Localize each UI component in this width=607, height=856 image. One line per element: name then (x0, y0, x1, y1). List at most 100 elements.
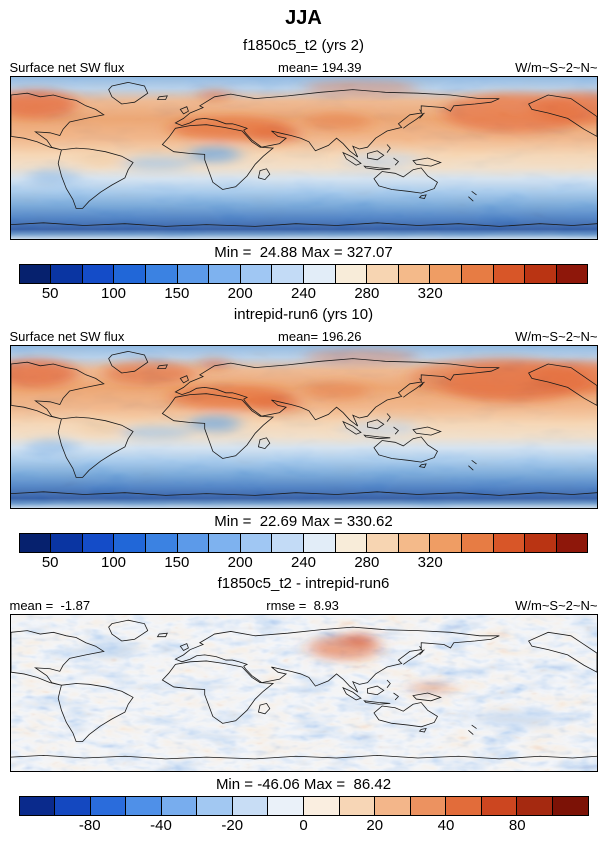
colorbar-tick-label: 50 (41, 554, 59, 571)
colorbar-tick-label: 150 (164, 554, 190, 571)
panel2-minmax: Min = 22.69 Max = 330.62 (214, 513, 393, 530)
panel2-colorbar (18, 533, 589, 553)
panel1-mean-label: mean= 194.39 (278, 60, 362, 75)
colorbar-segment (492, 533, 526, 553)
colorbar-segment (461, 264, 494, 284)
colorbar-segment (113, 264, 146, 284)
colorbar-segment (89, 796, 127, 816)
colorbar-segment (366, 533, 399, 553)
map-field-case2 (9, 345, 598, 509)
colorbar-tick-label: -80 (78, 817, 101, 834)
colorbar-segment (480, 796, 518, 816)
colorbar-segment (334, 264, 368, 284)
colorbar-segment (176, 533, 210, 553)
colorbar-segment (160, 796, 198, 816)
colorbar-segment (144, 264, 178, 284)
colorbar-tick-label: 40 (437, 817, 455, 834)
panel3-units-label: W/m~S~2~N~ (515, 598, 598, 613)
colorbar-segment (208, 264, 241, 284)
panel1-minmax: Min = 24.88 Max = 327.07 (214, 244, 393, 261)
panel1-header-row: Surface net SW flux mean= 194.39 W/m~S~2… (10, 60, 598, 75)
colorbar-segment (81, 533, 115, 553)
colorbar-tick-label: 280 (354, 554, 380, 571)
colorbar-segment (18, 264, 52, 284)
colorbar-segment (555, 533, 589, 553)
colorbar-segment (231, 796, 269, 816)
field-texture (10, 77, 597, 239)
colorbar-tick-label: 50 (41, 285, 59, 302)
colorbar-segment (81, 264, 115, 284)
colorbar-tick-label: 320 (417, 285, 443, 302)
colorbar-segment (144, 533, 178, 553)
colorbar-tick-label: 320 (417, 554, 443, 571)
colorbar-segment (461, 533, 494, 553)
colorbar-segment (302, 264, 336, 284)
figure-title: JJA (285, 7, 322, 29)
colorbar-tick-label: 280 (354, 285, 380, 302)
colorbar-segment (374, 796, 411, 816)
panel3-colorbar (18, 796, 589, 816)
panel-case1: f1850c5_t2 (yrs 2) Surface net SW flux m… (0, 37, 607, 302)
panel2-units-label: W/m~S~2~N~ (515, 329, 598, 344)
colorbar-segment (555, 264, 589, 284)
colorbar-segment (239, 264, 273, 284)
colorbar-segment (338, 796, 376, 816)
panel1-variable-label: Surface net SW flux (9, 60, 125, 75)
colorbar-segment (50, 533, 83, 553)
map-difference (9, 614, 598, 772)
colorbar-segment (492, 264, 526, 284)
field-texture (10, 346, 597, 508)
colorbar-segment (271, 264, 304, 284)
panel3-minmax: Min = -46.06 Max = 86.42 (215, 776, 392, 793)
colorbar-segment (18, 796, 56, 816)
colorbar-segment (334, 533, 368, 553)
panel2-subtitle: intrepid-run6 (yrs 10) (233, 306, 374, 323)
panel2-variable-label: Surface net SW flux (9, 329, 125, 344)
colorbar-segment (50, 264, 83, 284)
colorbar-segment (176, 264, 210, 284)
colorbar-tick-label: 200 (227, 285, 253, 302)
colorbar-segment (54, 796, 91, 816)
colorbar-segment (125, 796, 162, 816)
colorbar-segment (18, 533, 52, 553)
colorbar-segment (303, 796, 340, 816)
panel3-colorbar-ticks: -80 -40 -20 0 20 40 80 (19, 816, 589, 834)
colorbar-segment (366, 264, 399, 284)
panel2-colorbar-ticks: 50 100 150 200 240 280 320 (19, 553, 589, 571)
colorbar-segment (267, 796, 304, 816)
panel3-subtitle: f1850c5_t2 - intrepid-run6 (217, 575, 390, 592)
colorbar-segment (302, 533, 336, 553)
panel2-mean-label: mean= 196.26 (278, 329, 362, 344)
colorbar-tick-label: 80 (508, 817, 526, 834)
colorbar-segment (409, 796, 447, 816)
colorbar-segment (239, 533, 273, 553)
colorbar-segment (516, 796, 553, 816)
panel-case2: intrepid-run6 (yrs 10) Surface net SW fl… (0, 306, 607, 571)
colorbar-segment (208, 533, 241, 553)
colorbar-tick-label: 240 (290, 285, 317, 302)
colorbar-segment (429, 264, 463, 284)
panel-difference: f1850c5_t2 - intrepid-run6 mean = -1.87 … (0, 575, 607, 834)
panel1-subtitle: f1850c5_t2 (yrs 2) (243, 37, 364, 54)
panel3-rmse-label: rmse = 8.93 (266, 598, 339, 613)
colorbar-segment (397, 264, 431, 284)
colorbar-tick-label: 0 (299, 817, 308, 834)
colorbar-segment (551, 796, 589, 816)
panel3-header-row: mean = -1.87 rmse = 8.93 W/m~S~2~N~ (10, 598, 598, 613)
colorbar-segment (271, 533, 304, 553)
panel1-colorbar-ticks: 50 100 150 200 240 280 320 (19, 284, 589, 302)
colorbar-segment (524, 533, 557, 553)
colorbar-tick-label: -40 (150, 817, 172, 834)
panel1-units-label: W/m~S~2~N~ (515, 60, 598, 75)
colorbar-tick-label: -20 (221, 817, 244, 834)
panel1-colorbar (18, 264, 589, 284)
colorbar-segment (445, 796, 482, 816)
colorbar-segment (524, 264, 557, 284)
colorbar-segment (429, 533, 463, 553)
map-field-case1 (9, 76, 598, 240)
colorbar-tick-label: 200 (227, 554, 253, 571)
panel2-header-row: Surface net SW flux mean= 196.26 W/m~S~2… (10, 329, 598, 344)
diff-noise-fine (10, 615, 597, 771)
figure-page: JJA f1850c5_t2 (yrs 2) Surface net SW fl… (0, 7, 607, 834)
colorbar-tick-label: 150 (164, 285, 190, 302)
